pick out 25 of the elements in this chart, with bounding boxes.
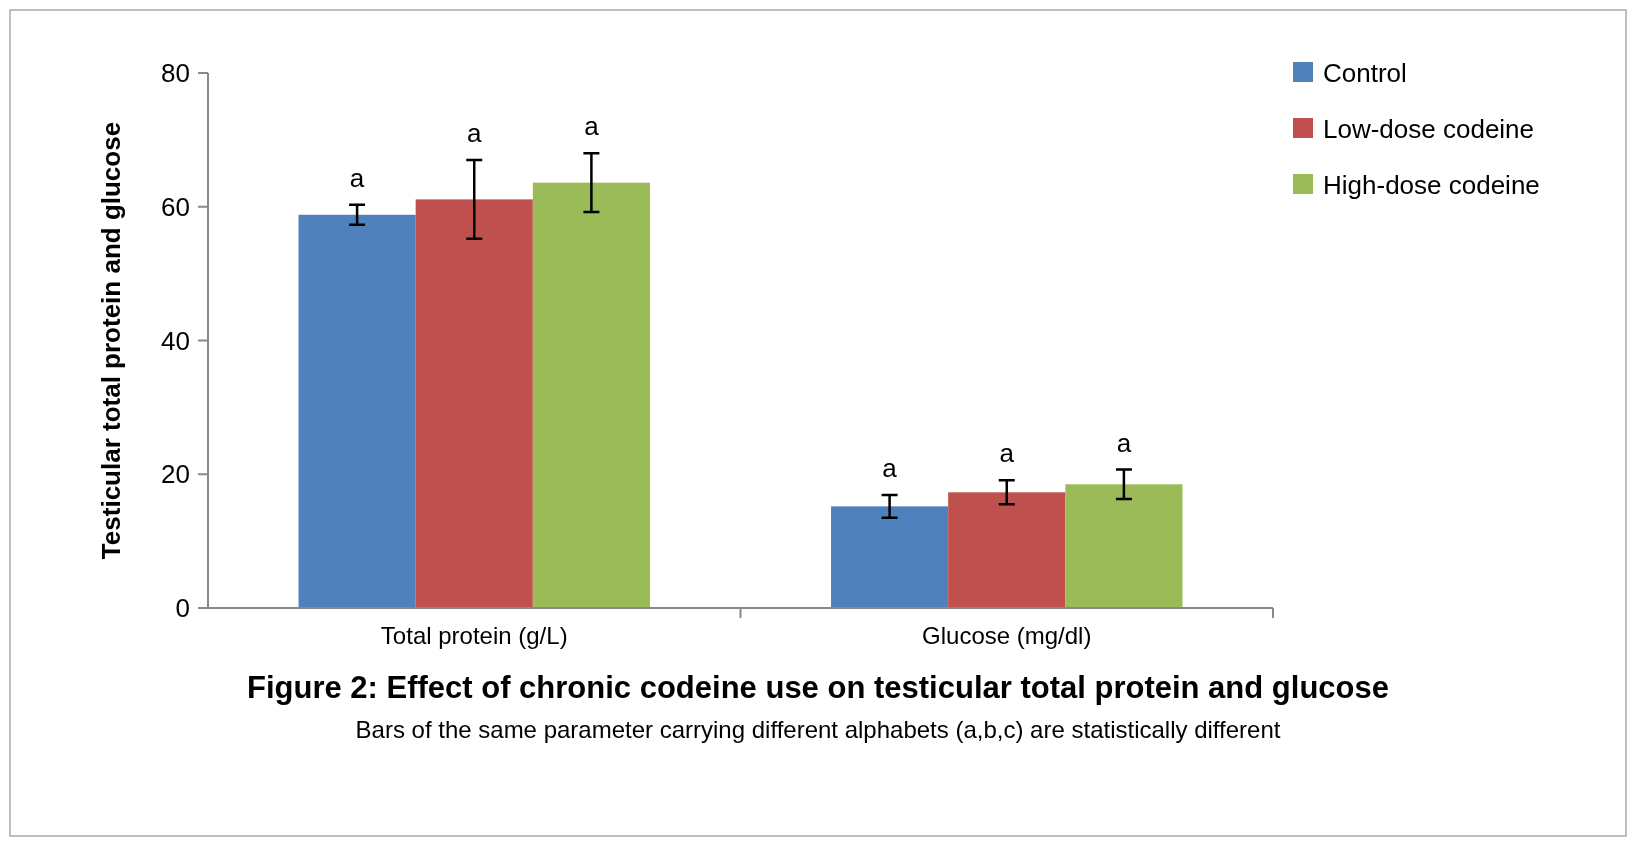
- data-label: a: [1116, 427, 1132, 458]
- data-label: a: [349, 162, 365, 193]
- legend-label: Low-dose codeine: [1323, 114, 1535, 145]
- y-tick-label: 80: [161, 58, 190, 89]
- bar: [415, 199, 533, 608]
- text: Figure 2: Effect of chronic codeine use on testicular total protein and glucose: [246, 670, 1390, 705]
- data-label: a: [999, 438, 1015, 469]
- bar: [948, 492, 1066, 608]
- x-tick-label: Total protein (g/L): [380, 622, 568, 649]
- data-label: a: [882, 452, 898, 483]
- legend-label: Control: [1323, 58, 1407, 89]
- bar: [1065, 484, 1183, 608]
- bar: [532, 182, 650, 608]
- text: Bars of the same parameter carrying different alphabets (a,b,c) are statistically different: [355, 716, 1281, 743]
- y-tick-label: 20: [161, 459, 190, 490]
- y-tick-label: 60: [161, 191, 190, 222]
- bar: [298, 214, 416, 608]
- y-tick-label: 40: [161, 325, 190, 356]
- y-axis-title: Testicular total protein and glucose: [96, 121, 126, 560]
- bar: [831, 506, 949, 608]
- data-label: a: [467, 117, 483, 148]
- x-tick-label: Glucose (mg/dl): [922, 622, 1092, 649]
- legend-label: High-dose codeine: [1323, 170, 1540, 201]
- y-tick-label: 0: [175, 593, 190, 624]
- data-label: a: [584, 111, 600, 142]
